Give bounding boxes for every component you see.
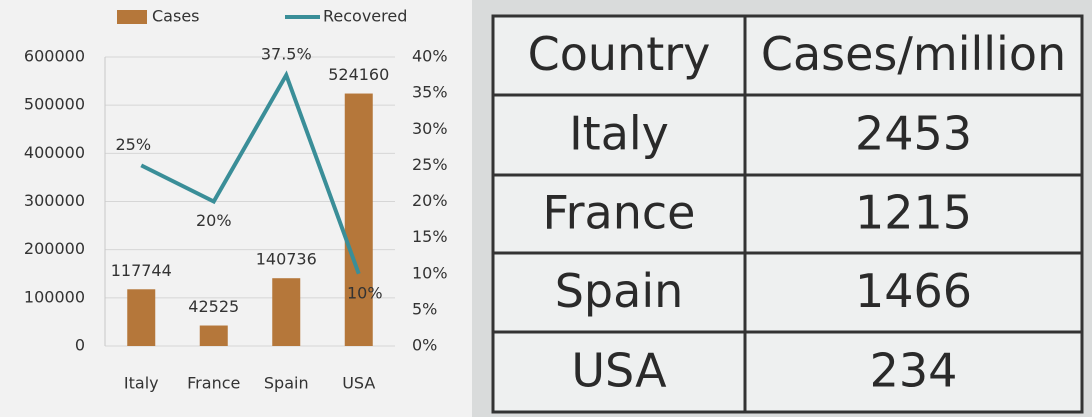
bar (272, 278, 301, 346)
y2-tick-label: 35% (412, 83, 448, 102)
cell: 234 (870, 344, 958, 398)
y2-tick-label: 20% (412, 191, 448, 210)
y-tick-label: 200000 (24, 239, 85, 258)
y-tick-label: 600000 (24, 47, 85, 66)
y2-tick-label: 10% (412, 263, 448, 282)
chart-panel (0, 0, 472, 417)
header-cell: Cases/million (761, 27, 1066, 81)
legend-label: Recovered (323, 7, 407, 26)
x-tick-label: USA (342, 374, 375, 393)
data-label: 42525 (188, 297, 239, 316)
data-label: 140736 (256, 250, 317, 269)
y2-tick-label: 15% (412, 227, 448, 246)
y2-tick-label: 30% (412, 119, 448, 138)
data-label: 20% (196, 211, 232, 230)
y2-tick-label: 0% (412, 336, 437, 355)
bar (199, 325, 228, 346)
legend-swatch (117, 10, 147, 24)
y-tick-label: 100000 (24, 287, 85, 306)
cell: France (543, 186, 696, 240)
legend-label: Cases (152, 7, 200, 26)
header-cell: Country (528, 27, 711, 81)
y2-tick-label: 40% (412, 47, 448, 66)
bar (344, 93, 373, 346)
data-label: 10% (347, 283, 383, 302)
bar (127, 289, 156, 346)
y2-tick-label: 5% (412, 299, 437, 318)
data-label: 524160 (328, 65, 389, 84)
y-tick-label: 500000 (24, 95, 85, 114)
cell: 2453 (855, 107, 972, 161)
table-bg (491, 14, 1084, 414)
y-tick-label: 300000 (24, 191, 85, 210)
cell: Spain (555, 264, 684, 318)
cell: 1215 (855, 186, 972, 240)
chart: 0 100000 200000 300000 400000 500000 600000 0% 5… (24, 7, 448, 393)
cell: 1466 (855, 264, 972, 318)
y2-tick-label: 25% (412, 155, 448, 174)
data-label: 25% (115, 135, 151, 154)
table: Country Cases/million Italy 2453 France 1215 S… (491, 14, 1084, 414)
x-tick-label: France (187, 374, 240, 393)
y-tick-label: 400000 (24, 143, 85, 162)
data-label: 117744 (111, 261, 172, 280)
cell: USA (571, 344, 667, 398)
x-tick-label: Spain (264, 374, 309, 393)
x-tick-label: Italy (124, 374, 159, 393)
line (140, 70, 361, 275)
cell: Italy (569, 107, 669, 161)
data-label: 37.5% (261, 45, 312, 64)
y-tick-label: 0 (75, 336, 85, 355)
